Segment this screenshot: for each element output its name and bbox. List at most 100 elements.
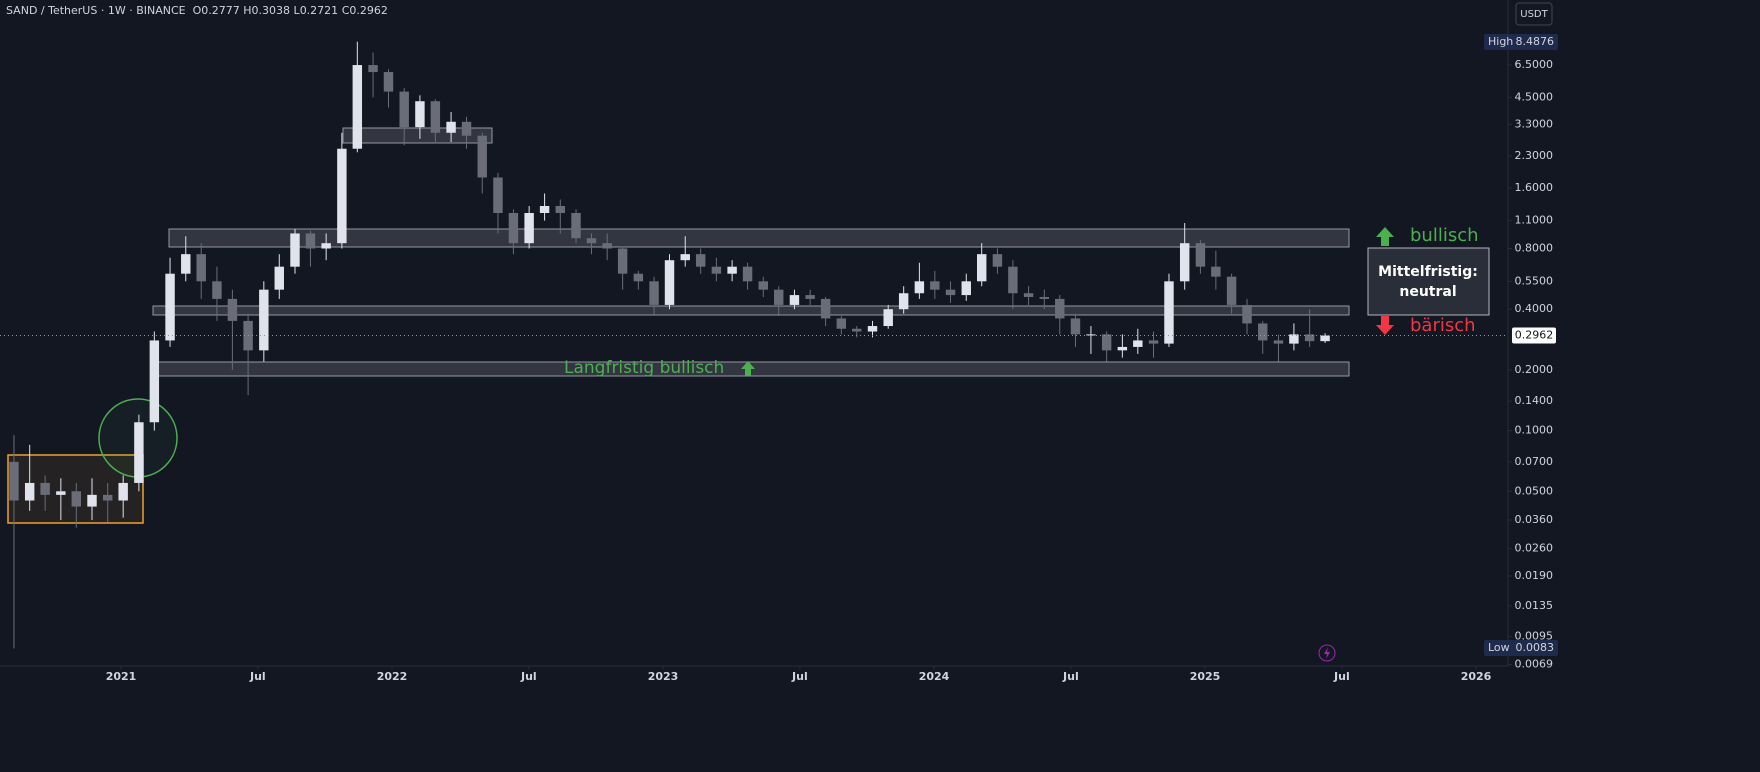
candle-body [524,212,534,244]
up-arrow [741,361,755,376]
candle-body [1179,243,1190,282]
y-tick-label: 0.0190 [1515,569,1554,582]
candle-body [493,177,503,213]
y-tick-label: 0.8000 [1515,242,1554,255]
low-tag-value: 0.0083 [1516,641,1555,654]
candle-body [742,266,753,282]
y-tick-label: 3.3000 [1515,117,1554,130]
candle-body [290,233,300,267]
candle-body [1289,334,1299,344]
candle-body [727,266,737,274]
candle-body [430,101,441,133]
candle-body [71,491,82,507]
candle-body [1195,243,1206,267]
x-tick-label: Jul [1062,670,1079,683]
y-tick-label: 1.6000 [1515,181,1554,194]
candle-body [820,298,831,319]
candle-body [1226,276,1237,305]
y-tick-label: 6.5000 [1515,58,1554,71]
y-tick-label: 0.2000 [1515,363,1554,376]
candle-body [1242,304,1252,324]
y-tick-label: 4.5000 [1515,90,1554,103]
y-tick-label: 0.0700 [1515,455,1554,468]
candle-body [930,281,940,290]
x-tick-label: Jul [520,670,537,683]
candle-body [1164,281,1174,344]
ohlc-key: H [243,4,252,17]
candle-body [259,289,269,351]
high-tag-title: High [1488,35,1513,48]
y-tick-label: 0.0500 [1515,484,1554,497]
candle-body [446,121,456,133]
low-tag [1484,640,1558,656]
candle-body [196,254,206,282]
candle-body [1117,346,1128,351]
candle-body [1258,323,1268,341]
candle-body [539,205,550,213]
candle-body [1101,334,1112,351]
y-tick-label: 0.4000 [1515,302,1554,315]
candle-body [368,65,378,73]
alert-icon[interactable] [1318,644,1336,662]
ohlc-value: 0.2962 [349,4,388,17]
x-tick-label: 2026 [1461,670,1492,683]
candle-body [1148,340,1159,344]
candle-body [711,266,722,274]
candle-body [337,148,347,244]
y-tick-label: 2.3000 [1515,149,1554,162]
y-tick-label: 1.1000 [1515,214,1554,227]
candle-body [1023,293,1034,297]
y-tick-label: 0.1400 [1515,394,1554,407]
candle-body [508,212,519,244]
candle-body [945,289,956,296]
candle-body [383,72,394,92]
y-tick-label: 0.0135 [1515,599,1554,612]
note-text: Mittelfristig: [1378,264,1478,280]
candle-body [1273,340,1284,344]
candle-body [586,238,597,244]
ohlc-value: 0.2777 [201,4,240,17]
currency-button[interactable] [1515,2,1553,26]
ohlc-value: 0.3038 [251,4,291,17]
candle-body [56,491,66,495]
y-tick-label: 0.5500 [1515,274,1554,287]
candle-body [883,309,893,327]
symbol: SAND / TetherUS · 1W · BINANCE [6,4,186,17]
candle-body [805,295,815,299]
last-price-tag [1512,327,1556,344]
candle-body [774,289,784,305]
candle-body [461,121,472,136]
candle-body [103,494,113,501]
candle-body [321,243,331,249]
y-tick-label: 0.0095 [1515,630,1554,643]
zone [168,228,1350,248]
candle-body [352,65,363,149]
y-tick-label: 0.1000 [1515,424,1554,437]
candle-body [617,248,628,274]
ohlc-key: L [293,4,300,17]
candle-body [1070,318,1081,335]
currency-label: USDT [1520,9,1548,20]
candle-body [1086,334,1096,336]
annotation: bärisch [1410,315,1476,336]
candle-body [571,212,581,239]
candle-body [695,254,706,267]
x-tick-label: 2024 [919,670,950,683]
annotation: bullisch [1410,225,1479,246]
candle-body [1320,335,1330,342]
high-tag [1484,34,1558,50]
candle-body [633,273,644,282]
candle-body [1055,298,1065,319]
candle-body [758,281,768,290]
candle-body [1304,334,1315,342]
x-tick-label: 2021 [106,670,137,683]
candle-body [555,205,566,213]
low-tag-title: Low [1488,641,1510,654]
candles [9,41,1330,649]
x-tick-label: Jul [791,670,808,683]
candle-body [118,482,128,501]
candle-body [134,422,144,483]
candle-body [914,281,925,294]
high-tag-value: 8.4876 [1516,35,1555,48]
